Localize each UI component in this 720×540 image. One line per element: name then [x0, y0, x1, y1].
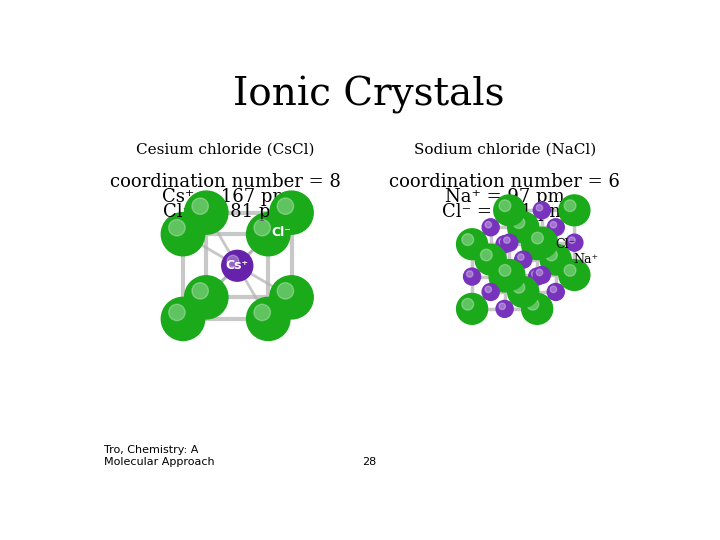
Circle shape [467, 271, 473, 277]
Circle shape [527, 299, 539, 310]
Text: Na⁺ = 97 pm: Na⁺ = 97 pm [445, 188, 564, 206]
Circle shape [566, 234, 583, 251]
Circle shape [499, 200, 510, 212]
Text: 28: 28 [362, 457, 376, 467]
Circle shape [508, 212, 539, 242]
Circle shape [547, 284, 564, 300]
Circle shape [527, 234, 539, 246]
Text: Na⁺: Na⁺ [574, 253, 599, 266]
Circle shape [222, 251, 253, 281]
Circle shape [480, 249, 492, 261]
Circle shape [496, 236, 513, 253]
Circle shape [246, 298, 290, 340]
Circle shape [550, 286, 557, 293]
Circle shape [254, 304, 271, 321]
Circle shape [540, 244, 571, 275]
Circle shape [508, 276, 539, 307]
Text: Cl⁻: Cl⁻ [555, 238, 575, 251]
Text: Cs⁺ = 167 pm: Cs⁺ = 167 pm [162, 188, 289, 206]
Circle shape [550, 221, 557, 228]
Circle shape [559, 195, 590, 226]
Circle shape [531, 271, 538, 277]
Circle shape [536, 205, 543, 211]
Circle shape [489, 261, 520, 292]
Circle shape [192, 198, 208, 214]
Circle shape [522, 293, 553, 325]
Text: Cl⁻ = 181 pm: Cl⁻ = 181 pm [163, 204, 288, 221]
Circle shape [456, 293, 487, 325]
Circle shape [513, 217, 525, 228]
Circle shape [482, 284, 499, 300]
Circle shape [462, 234, 474, 246]
Text: Ionic Crystals: Ionic Crystals [233, 76, 505, 114]
Circle shape [547, 219, 564, 236]
Circle shape [184, 276, 228, 319]
Text: coordination number = 6: coordination number = 6 [390, 173, 620, 191]
Circle shape [564, 200, 576, 212]
Circle shape [456, 229, 487, 260]
Circle shape [499, 239, 505, 245]
Circle shape [526, 227, 557, 258]
Text: Tro, Chemistry: A
Molecular Approach: Tro, Chemistry: A Molecular Approach [104, 445, 215, 467]
Circle shape [227, 255, 239, 267]
Circle shape [513, 281, 525, 293]
Circle shape [546, 249, 557, 261]
Circle shape [536, 269, 543, 276]
Circle shape [254, 220, 271, 236]
Circle shape [499, 303, 505, 309]
Circle shape [500, 234, 518, 251]
Circle shape [462, 299, 474, 310]
Circle shape [482, 219, 499, 236]
Circle shape [518, 254, 524, 260]
Circle shape [475, 244, 506, 275]
Circle shape [168, 304, 185, 321]
Circle shape [534, 267, 550, 284]
Circle shape [168, 220, 185, 236]
Circle shape [495, 266, 506, 278]
Circle shape [515, 251, 532, 268]
Circle shape [277, 282, 294, 299]
Circle shape [499, 265, 510, 276]
Circle shape [464, 268, 481, 285]
Circle shape [559, 260, 590, 291]
Circle shape [270, 191, 313, 234]
Circle shape [504, 237, 510, 244]
Circle shape [192, 282, 208, 299]
Circle shape [161, 298, 204, 340]
Circle shape [494, 260, 525, 291]
Text: Cs⁺: Cs⁺ [225, 259, 249, 272]
Circle shape [161, 213, 204, 256]
Circle shape [184, 191, 228, 234]
Circle shape [531, 232, 544, 244]
Circle shape [270, 276, 313, 319]
Text: Cl⁻ = 181 pm: Cl⁻ = 181 pm [442, 204, 567, 221]
Text: coordination number = 8: coordination number = 8 [110, 173, 341, 191]
Text: Sodium chloride (NaCl): Sodium chloride (NaCl) [413, 143, 595, 157]
Circle shape [522, 229, 553, 260]
Circle shape [528, 268, 546, 285]
Text: Cl⁻: Cl⁻ [271, 226, 291, 239]
Text: Cesium chloride (CsCl): Cesium chloride (CsCl) [136, 143, 315, 157]
Circle shape [564, 265, 576, 276]
Circle shape [277, 198, 294, 214]
Circle shape [569, 237, 575, 244]
Circle shape [485, 221, 492, 228]
Circle shape [246, 213, 290, 256]
Circle shape [494, 195, 525, 226]
Circle shape [534, 202, 550, 219]
Circle shape [496, 300, 513, 318]
Circle shape [485, 286, 492, 293]
